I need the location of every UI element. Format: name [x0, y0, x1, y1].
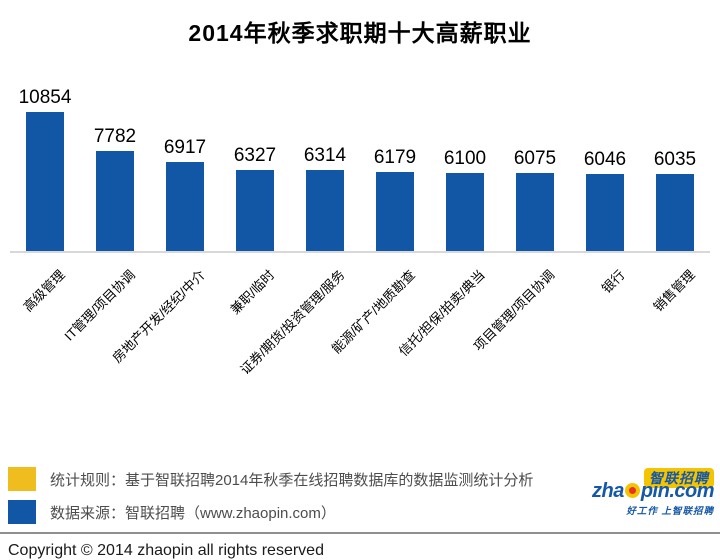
bar-column: 6046: [570, 149, 640, 251]
category-cell: 银行: [570, 253, 640, 453]
category-cell: 能源/矿产/地质勘查: [328, 253, 430, 453]
category-cell: 高级管理: [10, 253, 80, 453]
legend-text-stats-rule: 统计规则：基于智联招聘2014年秋季在线招聘数据库的数据监测统计分析: [50, 471, 534, 489]
category-cell: 销售管理: [640, 253, 710, 453]
category-label: 销售管理: [650, 267, 698, 315]
category-cell: 信托/担保/拍卖/典当: [396, 253, 500, 453]
bar-column: 6327: [220, 145, 290, 251]
category-label: 兼职/临时: [227, 267, 278, 318]
bar: [376, 172, 414, 251]
legend-row-data-source: 数据来源：智联招聘（www.zhaopin.com）: [8, 500, 533, 524]
bar-column: 6179: [360, 147, 430, 251]
bar-column: 6035: [640, 149, 710, 251]
bar-value-label: 6100: [443, 148, 487, 169]
zhaopin-logo-chinese: 智联招聘: [644, 468, 714, 488]
legend: 统计规则：基于智联招聘2014年秋季在线招聘数据库的数据监测统计分析 数据来源：…: [0, 458, 533, 524]
category-cell: 房地产开发/经纪/中介: [109, 253, 220, 453]
legend-swatch-blue: [8, 500, 36, 524]
wordmark-prefix: zha: [591, 480, 624, 502]
category-cell: 证券/期货/投资管理/服务: [238, 253, 360, 453]
bar-value-label: 6179: [373, 147, 417, 168]
bar-value-label: 6046: [583, 149, 627, 170]
bar-column: 6075: [500, 148, 570, 251]
chart-title: 2014年秋季求职期十大高薪职业: [188, 20, 532, 46]
copyright-text: Copyright © 2014 zhaopin all rights rese…: [8, 542, 324, 559]
bar-column: 6100: [430, 148, 500, 251]
legend-row-stats-rule: 统计规则：基于智联招聘2014年秋季在线招聘数据库的数据监测统计分析: [8, 467, 533, 491]
bar: [306, 170, 344, 251]
bar-value-label: 7782: [93, 126, 137, 147]
bar: [446, 173, 484, 251]
bar: [96, 151, 134, 251]
category-label: 高级管理: [20, 267, 68, 315]
footer-divider: [0, 532, 720, 534]
bar-value-label: 6327: [233, 145, 277, 166]
category-label: 银行: [598, 267, 628, 297]
bar: [166, 162, 204, 251]
wordmark-suffix: pin.com: [640, 480, 715, 502]
bar-value-label: 6917: [163, 137, 207, 158]
bar-value-label: 6314: [303, 145, 347, 166]
plot-area: 10854 7782 6917 6327 6314 6179 6100 6075 6046 603…: [10, 84, 710, 253]
bar-column: 10854: [10, 87, 80, 251]
category-axis: 高级管理 IT管理/项目协调 房地产开发/经纪/中介 兼职/临时 证券/期货/投资管理/…: [10, 253, 710, 453]
bar-chart: 10854 7782 6917 6327 6314 6179 6100 6075 6046 603…: [10, 84, 710, 453]
bar: [236, 170, 274, 251]
bar: [656, 174, 694, 251]
legend-text-data-source: 数据来源：智联招聘（www.zhaopin.com）: [50, 504, 336, 522]
footer: 统计规则：基于智联招聘2014年秋季在线招聘数据库的数据监测统计分析 数据来源：…: [0, 458, 720, 560]
bar-column: 6314: [290, 145, 360, 251]
zhaopin-logo: 智联招聘 zha pin.com 好工作 上智联招聘: [582, 468, 715, 517]
zhaopin-logo-wordmark: zha pin.com: [582, 480, 715, 502]
legend-swatch-yellow: [8, 467, 36, 491]
category-cell: 项目管理/项目协调: [471, 253, 570, 453]
bar-column: 7782: [80, 126, 150, 251]
bar-value-label: 6035: [653, 149, 697, 170]
bar-value-label: 10854: [18, 87, 72, 108]
zhaopin-dot-icon: [624, 483, 640, 498]
bar-column: 6917: [150, 137, 220, 251]
bar: [586, 174, 624, 251]
bar: [26, 112, 64, 251]
bar-value-label: 6075: [513, 148, 557, 169]
bar: [516, 173, 554, 251]
zhaopin-logo-tagline: 好工作 上智联招聘: [626, 506, 714, 517]
